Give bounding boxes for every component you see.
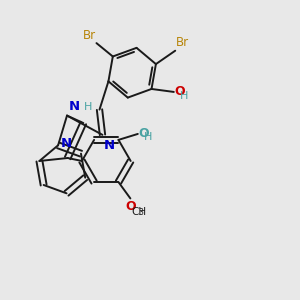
Text: N: N — [104, 139, 115, 152]
Text: H: H — [84, 102, 92, 112]
Text: N: N — [68, 100, 80, 112]
Text: CH: CH — [132, 207, 147, 218]
Text: O: O — [125, 200, 136, 213]
Text: O: O — [138, 128, 149, 140]
Text: N: N — [61, 137, 72, 150]
Text: 3: 3 — [139, 208, 144, 217]
Text: Br: Br — [176, 36, 189, 49]
Text: H: H — [144, 133, 153, 142]
Text: H: H — [180, 92, 189, 101]
Text: Br: Br — [82, 28, 96, 42]
Text: O: O — [174, 85, 185, 98]
